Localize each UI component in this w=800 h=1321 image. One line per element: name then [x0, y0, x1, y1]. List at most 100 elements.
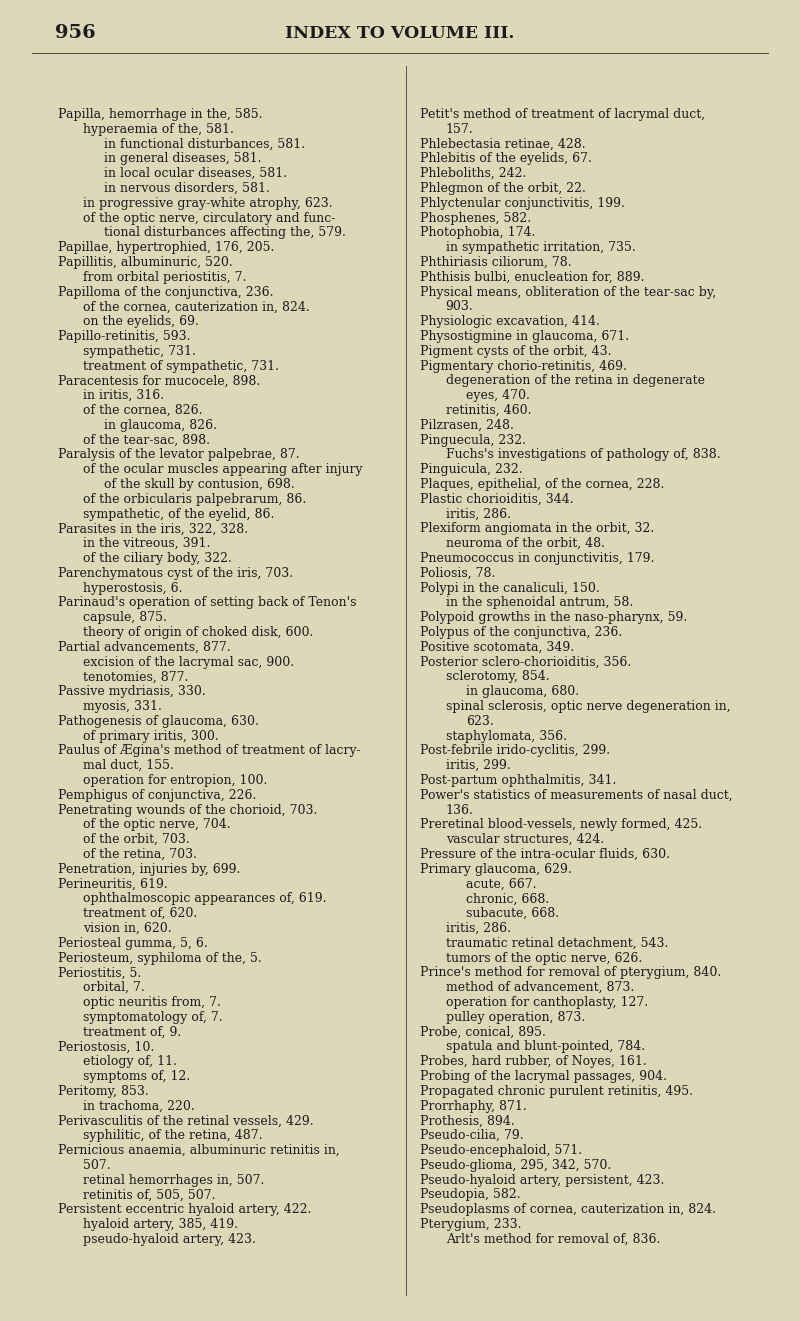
Text: eyes, 470.: eyes, 470.: [466, 390, 530, 402]
Text: Phlyctenular conjunctivitis, 199.: Phlyctenular conjunctivitis, 199.: [420, 197, 625, 210]
Text: degeneration of the retina in degenerate: degeneration of the retina in degenerate: [446, 374, 705, 387]
Text: ophthalmoscopic appearances of, 619.: ophthalmoscopic appearances of, 619.: [83, 893, 326, 905]
Text: 136.: 136.: [446, 803, 474, 816]
Text: 623.: 623.: [466, 715, 494, 728]
Text: iritis, 286.: iritis, 286.: [446, 922, 510, 935]
Text: of the retina, 703.: of the retina, 703.: [83, 848, 197, 861]
Text: in the vitreous, 391.: in the vitreous, 391.: [83, 538, 210, 551]
Text: hyperaemia of the, 581.: hyperaemia of the, 581.: [83, 123, 234, 136]
Text: in iritis, 316.: in iritis, 316.: [83, 390, 164, 402]
Text: treatment of, 9.: treatment of, 9.: [83, 1025, 182, 1038]
Text: 903.: 903.: [446, 300, 474, 313]
Text: in progressive gray-white atrophy, 623.: in progressive gray-white atrophy, 623.: [83, 197, 333, 210]
Text: syphilitic, of the retina, 487.: syphilitic, of the retina, 487.: [83, 1129, 262, 1143]
Text: Pseudo-cilia, 79.: Pseudo-cilia, 79.: [420, 1129, 524, 1143]
Text: Phlegmon of the orbit, 22.: Phlegmon of the orbit, 22.: [420, 182, 586, 196]
Text: neuroma of the orbit, 48.: neuroma of the orbit, 48.: [446, 538, 605, 551]
Text: of the orbit, 703.: of the orbit, 703.: [83, 834, 190, 847]
Text: hyaloid artery, 385, 419.: hyaloid artery, 385, 419.: [83, 1218, 238, 1231]
Text: Pemphigus of conjunctiva, 226.: Pemphigus of conjunctiva, 226.: [58, 789, 256, 802]
Text: Periosteum, syphiloma of the, 5.: Periosteum, syphiloma of the, 5.: [58, 951, 262, 964]
Text: Paulus of Ægina's method of treatment of lacry-: Paulus of Ægina's method of treatment of…: [58, 745, 360, 757]
Text: Polypoid growths in the naso-pharynx, 59.: Polypoid growths in the naso-pharynx, 59…: [420, 612, 687, 625]
Text: Parinaud's operation of setting back of Tenon's: Parinaud's operation of setting back of …: [58, 596, 356, 609]
Text: Phlebectasia retinae, 428.: Phlebectasia retinae, 428.: [420, 137, 586, 151]
Text: of the cornea, cauterization in, 824.: of the cornea, cauterization in, 824.: [83, 300, 310, 313]
Text: Peritomy, 853.: Peritomy, 853.: [58, 1085, 148, 1098]
Text: pseudo-hyaloid artery, 423.: pseudo-hyaloid artery, 423.: [83, 1232, 256, 1246]
Text: theory of origin of choked disk, 600.: theory of origin of choked disk, 600.: [83, 626, 314, 639]
Text: Persistent eccentric hyaloid artery, 422.: Persistent eccentric hyaloid artery, 422…: [58, 1203, 311, 1217]
Text: Photophobia, 174.: Photophobia, 174.: [420, 226, 535, 239]
Text: Probes, hard rubber, of Noyes, 161.: Probes, hard rubber, of Noyes, 161.: [420, 1055, 646, 1069]
Text: of the optic nerve, circulatory and func-: of the optic nerve, circulatory and func…: [83, 211, 335, 225]
Text: from orbital periostitis, 7.: from orbital periostitis, 7.: [83, 271, 246, 284]
Text: Power's statistics of measurements of nasal duct,: Power's statistics of measurements of na…: [420, 789, 733, 802]
Text: retinitis, 460.: retinitis, 460.: [446, 404, 531, 417]
Text: chronic, 668.: chronic, 668.: [466, 893, 550, 905]
Text: in nervous disorders, 581.: in nervous disorders, 581.: [104, 182, 270, 196]
Text: in general diseases, 581.: in general diseases, 581.: [104, 152, 262, 165]
Text: in functional disturbances, 581.: in functional disturbances, 581.: [104, 137, 305, 151]
Text: vision in, 620.: vision in, 620.: [83, 922, 172, 935]
Text: Parasites in the iris, 322, 328.: Parasites in the iris, 322, 328.: [58, 522, 248, 535]
Text: Partial advancements, 877.: Partial advancements, 877.: [58, 641, 230, 654]
Text: Posterior sclero-chorioiditis, 356.: Posterior sclero-chorioiditis, 356.: [420, 655, 631, 668]
Text: myosis, 331.: myosis, 331.: [83, 700, 162, 713]
Text: spinal sclerosis, optic nerve degeneration in,: spinal sclerosis, optic nerve degenerati…: [446, 700, 730, 713]
Text: Perivasculitis of the retinal vessels, 429.: Perivasculitis of the retinal vessels, 4…: [58, 1115, 314, 1127]
Text: Pseudo-glioma, 295, 342, 570.: Pseudo-glioma, 295, 342, 570.: [420, 1159, 611, 1172]
Text: retinal hemorrhages in, 507.: retinal hemorrhages in, 507.: [83, 1173, 265, 1186]
Text: 507.: 507.: [83, 1159, 111, 1172]
Text: Plexiform angiomata in the orbit, 32.: Plexiform angiomata in the orbit, 32.: [420, 522, 654, 535]
Text: method of advancement, 873.: method of advancement, 873.: [446, 982, 634, 995]
Text: of primary iritis, 300.: of primary iritis, 300.: [83, 729, 219, 742]
Text: Post-partum ophthalmitis, 341.: Post-partum ophthalmitis, 341.: [420, 774, 616, 787]
Text: spatula and blunt-pointed, 784.: spatula and blunt-pointed, 784.: [446, 1041, 645, 1053]
Text: Pernicious anaemia, albuminuric retinitis in,: Pernicious anaemia, albuminuric retiniti…: [58, 1144, 339, 1157]
Text: Poliosis, 78.: Poliosis, 78.: [420, 567, 495, 580]
Text: Passive mydriasis, 330.: Passive mydriasis, 330.: [58, 686, 206, 699]
Text: sympathetic, 731.: sympathetic, 731.: [83, 345, 196, 358]
Text: Pseudopia, 582.: Pseudopia, 582.: [420, 1189, 521, 1201]
Text: Positive scotomata, 349.: Positive scotomata, 349.: [420, 641, 574, 654]
Text: Pigment cysts of the orbit, 43.: Pigment cysts of the orbit, 43.: [420, 345, 611, 358]
Text: orbital, 7.: orbital, 7.: [83, 982, 145, 995]
Text: iritis, 299.: iritis, 299.: [446, 760, 510, 773]
Text: symptomatology of, 7.: symptomatology of, 7.: [83, 1011, 223, 1024]
Text: capsule, 875.: capsule, 875.: [83, 612, 167, 625]
Text: Physostigmine in glaucoma, 671.: Physostigmine in glaucoma, 671.: [420, 330, 629, 343]
Text: Phleboliths, 242.: Phleboliths, 242.: [420, 168, 526, 180]
Text: Phthiriasis ciliorum, 78.: Phthiriasis ciliorum, 78.: [420, 256, 572, 269]
Text: mal duct, 155.: mal duct, 155.: [83, 760, 174, 773]
Text: retinitis of, 505, 507.: retinitis of, 505, 507.: [83, 1189, 216, 1201]
Text: treatment of sympathetic, 731.: treatment of sympathetic, 731.: [83, 359, 279, 373]
Text: Phosphenes, 582.: Phosphenes, 582.: [420, 211, 531, 225]
Text: Prorrhaphy, 871.: Prorrhaphy, 871.: [420, 1099, 526, 1112]
Text: on the eyelids, 69.: on the eyelids, 69.: [83, 316, 199, 328]
Text: Penetration, injuries by, 699.: Penetration, injuries by, 699.: [58, 863, 240, 876]
Text: treatment of, 620.: treatment of, 620.: [83, 908, 198, 921]
Text: operation for canthoplasty, 127.: operation for canthoplasty, 127.: [446, 996, 648, 1009]
Text: Papilla, hemorrhage in the, 585.: Papilla, hemorrhage in the, 585.: [58, 108, 262, 122]
Text: Probing of the lacrymal passages, 904.: Probing of the lacrymal passages, 904.: [420, 1070, 667, 1083]
Text: Pinguicula, 232.: Pinguicula, 232.: [420, 464, 522, 476]
Text: Penetrating wounds of the chorioid, 703.: Penetrating wounds of the chorioid, 703.: [58, 803, 317, 816]
Text: in glaucoma, 680.: in glaucoma, 680.: [466, 686, 579, 699]
Text: Pathogenesis of glaucoma, 630.: Pathogenesis of glaucoma, 630.: [58, 715, 258, 728]
Text: Pressure of the intra-ocular fluids, 630.: Pressure of the intra-ocular fluids, 630…: [420, 848, 670, 861]
Text: of the optic nerve, 704.: of the optic nerve, 704.: [83, 819, 231, 831]
Text: pulley operation, 873.: pulley operation, 873.: [446, 1011, 585, 1024]
Text: Prothesis, 894.: Prothesis, 894.: [420, 1115, 514, 1127]
Text: subacute, 668.: subacute, 668.: [466, 908, 559, 921]
Text: 157.: 157.: [446, 123, 474, 136]
Text: Plastic chorioiditis, 344.: Plastic chorioiditis, 344.: [420, 493, 574, 506]
Text: in local ocular diseases, 581.: in local ocular diseases, 581.: [104, 168, 287, 180]
Text: Polypus of the conjunctiva, 236.: Polypus of the conjunctiva, 236.: [420, 626, 622, 639]
Text: of the tear-sac, 898.: of the tear-sac, 898.: [83, 433, 210, 446]
Text: tenotomies, 877.: tenotomies, 877.: [83, 670, 189, 683]
Text: Paralysis of the levator palpebrae, 87.: Paralysis of the levator palpebrae, 87.: [58, 448, 299, 461]
Text: Propagated chronic purulent retinitis, 495.: Propagated chronic purulent retinitis, 4…: [420, 1085, 693, 1098]
Text: symptoms of, 12.: symptoms of, 12.: [83, 1070, 190, 1083]
Text: vascular structures, 424.: vascular structures, 424.: [446, 834, 604, 847]
